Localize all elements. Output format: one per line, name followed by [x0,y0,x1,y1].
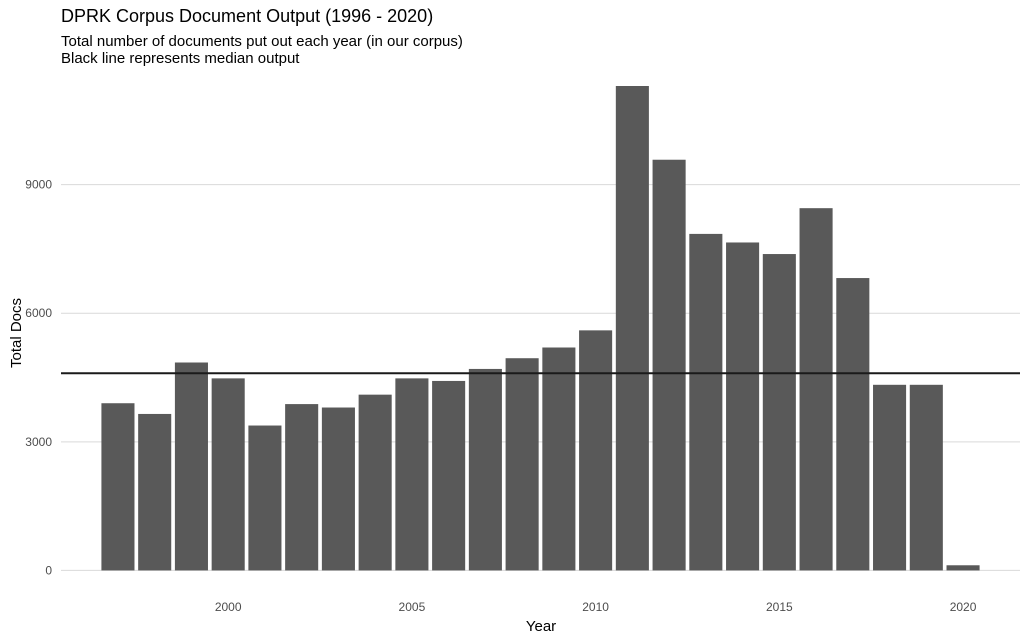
chart-title: DPRK Corpus Document Output (1996 - 2020… [61,6,434,26]
x-tick-label: 2010 [582,600,609,614]
bars [101,86,980,571]
bar-2017 [836,278,870,571]
bar-2016 [799,208,833,571]
x-axis-label: Year [526,618,556,635]
bar-2010 [579,330,613,571]
bar-2019 [909,384,943,571]
y-tick-label: 6000 [25,306,52,320]
bar-2005 [395,378,429,571]
x-ticks: 2000 2005 2010 2015 2020 [215,600,977,614]
bar-2020 [946,565,980,571]
bar-2015 [762,254,796,571]
y-tick-label: 3000 [25,435,52,449]
x-tick-label: 2015 [766,600,793,614]
bar-2011 [615,86,649,571]
bar-2003 [321,407,355,571]
bar-2007 [468,368,502,571]
bar-2008 [505,358,539,571]
bar-1997 [101,403,135,571]
bar-2013 [689,233,723,571]
y-axis-label: Total Docs [8,298,25,368]
bar-2001 [248,425,282,571]
y-tick-label: 9000 [25,178,52,192]
bar-2014 [726,242,760,571]
x-tick-label: 2005 [399,600,426,614]
chart-subtitle: Total number of documents put out each y… [61,33,463,67]
bar-2004 [358,394,392,571]
bar-2012 [652,159,686,571]
bar-2002 [285,404,319,571]
bar-2000 [211,378,245,571]
x-tick-label: 2000 [215,600,242,614]
bar-1999 [174,362,208,571]
bar-2006 [432,380,466,571]
x-tick-label: 2020 [950,600,977,614]
y-ticks: 0 3000 6000 9000 [25,178,52,578]
bar-2018 [873,384,907,571]
bar-1998 [138,413,172,571]
bar-2009 [542,347,576,571]
y-tick-label: 0 [45,563,52,577]
